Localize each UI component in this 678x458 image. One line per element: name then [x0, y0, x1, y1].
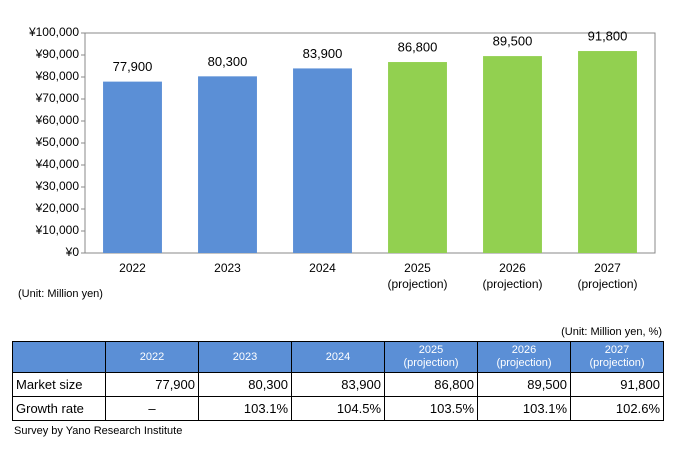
table-cell: 83,900	[291, 372, 385, 397]
table-cell: 102.6%	[570, 396, 664, 421]
column-header: 2022	[105, 341, 199, 373]
x-tick-label: 2025 (projection)	[387, 261, 447, 291]
table-row: Growth rate –103.1% 104.5% 103.5% 103.1% 102.…	[12, 396, 664, 421]
value-label: 91,800	[588, 28, 628, 43]
column-header: 2023	[198, 341, 292, 373]
value-label: 89,500	[493, 34, 533, 49]
y-tick-label: ¥80,000	[35, 69, 80, 83]
y-tick-label: ¥30,000	[35, 179, 80, 193]
table-cell: 104.5%	[291, 396, 385, 421]
bar	[293, 68, 352, 253]
table-row: Market size 77,900 80,300 83,900 86,800 89,50…	[12, 372, 664, 397]
row-header: Market size	[12, 372, 106, 397]
table-unit: (Unit: Million yen, %)	[561, 326, 662, 338]
x-tick-label: 2023	[214, 261, 241, 275]
value-label: 80,300	[208, 54, 248, 69]
table-cell: 86,800	[384, 372, 478, 397]
table-cell: 103.5%	[384, 396, 478, 421]
table-cell: 103.1%	[198, 396, 292, 421]
plot-frame	[84, 32, 656, 254]
bar	[198, 76, 257, 253]
source: Survey by Yano Research Institute	[14, 425, 183, 437]
table-cell: 103.1%	[477, 396, 571, 421]
column-header: 2024	[291, 341, 385, 373]
unit-note: (Unit: Million yen)	[18, 288, 103, 300]
y-tick-label: ¥0	[65, 245, 80, 259]
bar	[483, 56, 542, 253]
x-tick-label: 2027 (projection)	[577, 261, 637, 291]
y-tick-label: ¥20,000	[35, 201, 80, 215]
bar	[578, 51, 637, 253]
header-row: 2022 2023 2024 2025 (projection) 2026 (proje…	[12, 341, 664, 373]
y-tick-label: ¥100,000	[28, 25, 79, 39]
table-cell: 91,800	[570, 372, 664, 397]
x-tick-label: 2022	[119, 261, 146, 275]
table-cell: 80,300	[198, 372, 292, 397]
y-tick-label: ¥10,000	[35, 223, 80, 237]
row-header: Growth rate	[12, 396, 106, 421]
x-tick-label: 2024	[309, 261, 336, 275]
y-tick-label: ¥50,000	[35, 135, 80, 149]
data-table: 2022 2023 2024 2025 (projection) 2026 (proje…	[12, 341, 664, 421]
bar	[388, 62, 447, 253]
y-tick-label: ¥90,000	[35, 47, 80, 61]
column-header: 2027 (projection)	[570, 341, 664, 373]
y-tick-label: ¥60,000	[35, 113, 80, 127]
chart: ¥0 ¥10,000 ¥20,000 ¥30,000 ¥40,000 ¥50,000 ¥60…	[28, 25, 656, 291]
table-cell: 89,500	[477, 372, 571, 397]
value-label: 83,900	[303, 46, 343, 61]
value-label: 86,800	[398, 39, 438, 54]
value-label: 77,900	[113, 59, 153, 74]
y-tick-label: ¥70,000	[35, 91, 80, 105]
x-tick-label: 2026 (projection)	[482, 261, 542, 291]
y-tick-label: ¥40,000	[35, 157, 80, 171]
corner-cell	[12, 341, 106, 373]
table-cell: –	[105, 396, 199, 421]
table-cell: 77,900	[105, 372, 199, 397]
column-header: 2025 (projection)	[384, 341, 478, 373]
column-header: 2026 (projection)	[477, 341, 571, 373]
bar	[103, 81, 162, 254]
